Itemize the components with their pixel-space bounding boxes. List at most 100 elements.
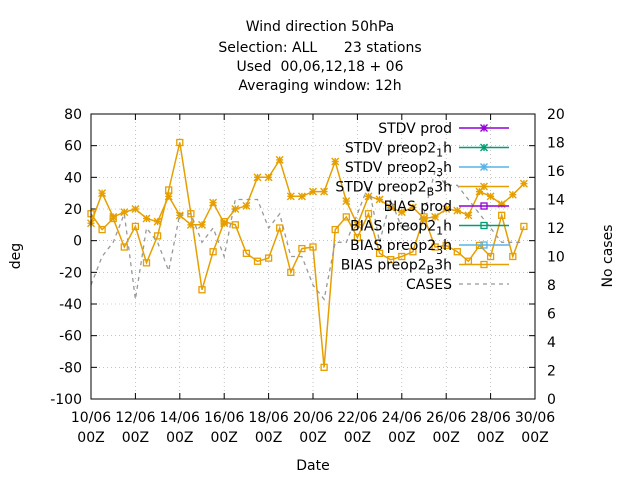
data-point-bias (165, 186, 173, 194)
star-stroke (275, 155, 284, 164)
data-point-bias (509, 252, 517, 261)
data-point-bias (353, 233, 362, 242)
star-stroke (453, 206, 462, 215)
y-axis-label: deg (8, 243, 24, 269)
x-tick-label-hour: 00Z (432, 430, 459, 446)
legend-marker (480, 202, 488, 210)
star-stroke (480, 182, 488, 191)
data-point-stdv (209, 198, 218, 207)
x-tick-label-hour: 00Z (299, 430, 326, 446)
data-point-stdv (120, 208, 129, 217)
y-tick-label: -40 (59, 297, 82, 313)
legend-label: STDV preop2B3h (335, 180, 452, 199)
star-stroke (131, 205, 140, 213)
star-stroke (480, 163, 488, 171)
x-tick-label-hour: 00Z (210, 430, 237, 446)
y2-axis-label: No cases (600, 225, 616, 288)
data-point-bias (98, 225, 106, 234)
legend-marker (480, 124, 488, 132)
x-tick-label-date: 24/06 (382, 410, 422, 426)
y2-tick-label: 10 (547, 250, 565, 266)
data-point-bias (176, 138, 184, 147)
y-tick-label: 80 (64, 107, 82, 123)
x-axis-label: Date (296, 458, 329, 474)
data-point-bias (142, 259, 151, 267)
star-stroke (480, 143, 488, 152)
data-point-stdv (486, 192, 495, 201)
title-line-3: Used 00,06,12,18 + 06 (237, 59, 404, 75)
star-stroke (153, 217, 162, 226)
data-point-stdv (142, 214, 151, 223)
x-tick-label-date: 22/06 (337, 410, 377, 426)
x-tick-label-date: 14/06 (160, 410, 200, 426)
x-tick-label-date: 30/06 (515, 410, 555, 426)
star-stroke (286, 192, 295, 201)
x-tick-label-hour: 00Z (388, 430, 415, 446)
x-tick-label-hour: 00Z (166, 430, 193, 446)
data-point-stdv (309, 187, 317, 196)
star-stroke (375, 195, 384, 204)
data-point-bias (209, 248, 217, 256)
data-point-bias (498, 211, 506, 219)
legend-label: BIAS preop21h (350, 219, 452, 238)
star-stroke (264, 173, 273, 182)
data-point-stdv (264, 173, 273, 182)
y-axis-ticks: -100 -80 -60 -40 -20 0 20 40 60 80 (50, 107, 535, 408)
x-axis-ticks: 10/06 00Z 12/06 00Z 14/06 00Z 16/06 00Z 18/06 00Z… (71, 114, 555, 446)
data-point-stdv (508, 190, 517, 199)
data-point-stdv (331, 157, 340, 166)
y2-tick-label: 14 (547, 193, 565, 209)
data-point-stdv (442, 205, 451, 213)
data-point-bias (253, 257, 262, 265)
legend-label: BIAS preop23h (350, 238, 452, 257)
star-stroke (175, 211, 184, 220)
star-stroke (186, 220, 195, 229)
data-point-stdv (519, 179, 528, 188)
star-stroke (242, 201, 251, 210)
data-point-stdv (109, 212, 118, 221)
x-tick-label-date: 16/06 (204, 410, 244, 426)
data-point-bias (242, 249, 251, 257)
y-tick-label: 60 (64, 139, 82, 155)
legend-marker (480, 143, 488, 152)
data-point-bias (453, 248, 461, 256)
legend-label: STDV preop21h (345, 141, 452, 160)
star-stroke (109, 212, 118, 221)
data-point-stdv (175, 211, 184, 220)
y2-tick-label: 8 (547, 278, 556, 294)
title-line-4: Averaging window: 12h (238, 78, 401, 94)
data-point-bias (486, 252, 495, 261)
y2-tick-label: 0 (547, 392, 556, 408)
star-stroke (120, 208, 129, 217)
star-stroke (142, 214, 151, 223)
star-stroke (342, 197, 351, 206)
data-point-stdv (98, 189, 107, 198)
legend-marker (480, 260, 488, 269)
data-point-bias (442, 241, 450, 250)
data-point-bias (131, 222, 140, 231)
x-tick-label-date: 12/06 (115, 410, 155, 426)
x-tick-label-hour: 00Z (344, 430, 371, 446)
y-tick-label: -100 (50, 392, 82, 408)
x-tick-label-hour: 00Z (477, 430, 504, 446)
chart-title: Wind direction 50hPa Selection: ALL 23 s… (218, 19, 421, 94)
legend-label: BIAS preop2B3h (341, 258, 452, 277)
star-stroke (480, 124, 488, 132)
data-point-stdv (131, 205, 140, 213)
x-tick-label-hour: 00Z (521, 430, 548, 446)
star-stroke (486, 192, 495, 201)
x-tick-label-date: 18/06 (248, 410, 288, 426)
x-tick-label-hour: 00Z (255, 430, 282, 446)
star-stroke (353, 220, 362, 229)
data-point-bias (198, 286, 206, 294)
y2-tick-label: 6 (547, 307, 556, 323)
star-stroke (397, 208, 406, 217)
title-line-1: Wind direction 50hPa (246, 19, 395, 35)
y2-tick-label: 4 (547, 335, 556, 351)
star-stroke (320, 187, 329, 196)
star-stroke (198, 220, 206, 229)
data-point-bias (364, 210, 373, 218)
y-tick-label: 0 (73, 234, 82, 250)
legend-marker (480, 241, 488, 249)
